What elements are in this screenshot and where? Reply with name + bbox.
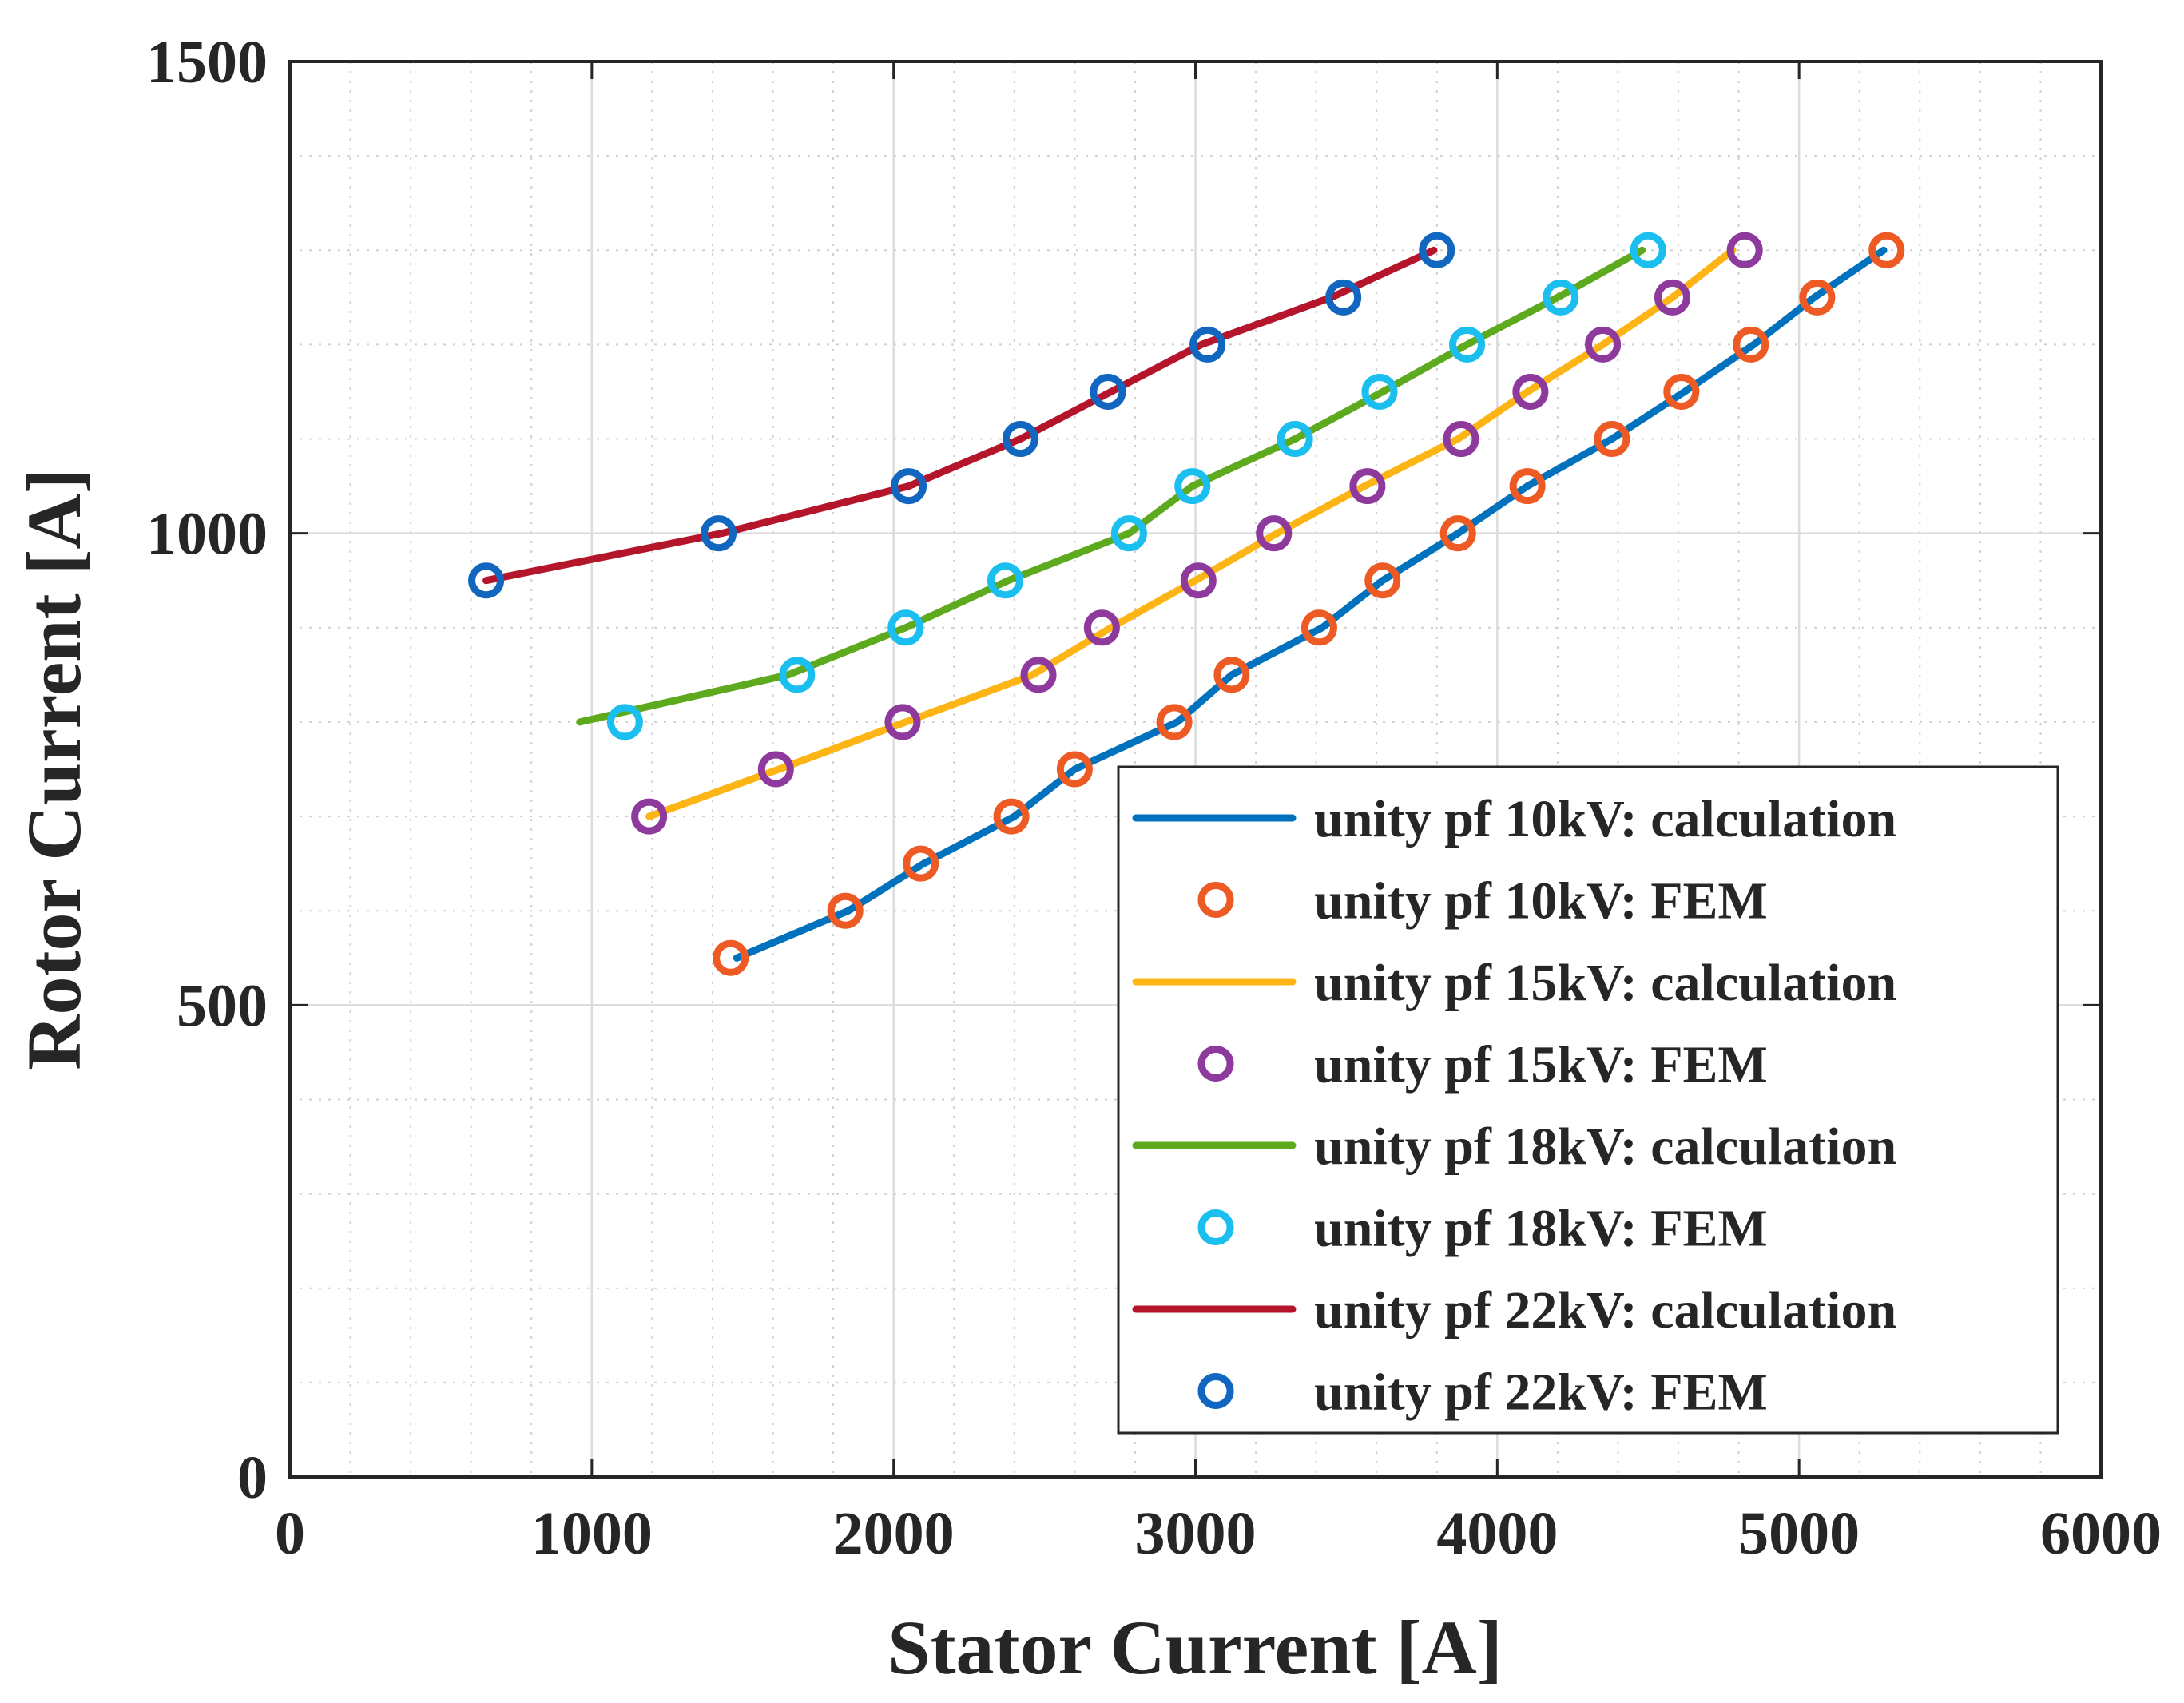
legend-label: unity pf 18kV: FEM [1314,1200,1768,1258]
series-line [576,246,1646,726]
x-tick-label: 4000 [1436,1500,1558,1567]
data-point-marker [1512,373,1549,410]
legend-entry: unity pf 15kV: calculation [1132,954,1896,1012]
data-point-marker [1361,373,1398,410]
x-tick-label: 6000 [2040,1500,2162,1567]
series-line [482,246,1438,585]
x-tick-label: 3000 [1135,1500,1257,1567]
series-line [645,246,1737,820]
y-tick-label: 500 [177,972,268,1039]
data-point-marker [1110,515,1147,552]
data-point-marker [1213,657,1250,693]
data-point-marker [1277,421,1313,458]
series-unity-pf-22kv-fem [468,232,1455,599]
y-tick-label: 1500 [146,29,268,96]
data-point-marker [606,704,643,740]
data-point-marker [1585,326,1622,363]
legend-entry: unity pf 22kV: calculation [1132,1281,1896,1340]
data-point-marker [1156,704,1193,740]
legend-entry: unity pf 15kV: FEM [1197,1036,1768,1094]
data-point-marker [1868,232,1905,268]
series-unity-pf-10kv-fem [713,232,1905,976]
legend-label: unity pf 15kV: calculation [1314,954,1896,1012]
data-point-marker [779,657,816,693]
legend-entry: unity pf 18kV: FEM [1197,1200,1768,1258]
data-point-marker [1799,279,1836,316]
data-point-marker [1594,421,1630,458]
data-point-marker [1726,232,1763,268]
data-point-marker [1083,609,1120,646]
axis-ticks: 0 1000 2000 3000 4000 5000 6000 0 500 1000 1500 [146,29,2162,1567]
data-point-marker [1449,326,1486,363]
data-point-marker [1189,326,1226,363]
data-point-marker [1364,562,1401,599]
data-point-marker [1630,232,1666,268]
legend-entry: unity pf 18kV: calculation [1132,1117,1896,1176]
x-tick-label: 0 [275,1500,305,1567]
data-point-marker [891,468,927,505]
legend-entry: unity pf 22kV: FEM [1197,1364,1768,1422]
data-point-marker [1020,657,1057,693]
data-point-marker [1325,279,1362,316]
legend-entry: unity pf 10kV: calculation [1132,790,1896,848]
legend-marker-swatch [1197,1046,1234,1082]
data-point-marker [1509,468,1546,505]
data-point-marker [713,939,749,976]
data-point-marker [1174,468,1211,505]
data-point-marker [1543,279,1579,316]
data-point-marker [827,892,864,929]
data-point-marker [1256,515,1293,552]
legend-box [1117,765,2059,1435]
data-point-marker [1002,421,1038,458]
legend-label: unity pf 18kV: calculation [1314,1117,1896,1176]
series-layer [468,232,1905,976]
x-tick-label: 5000 [1738,1500,1860,1567]
series-unity-pf-10kv-calculation [733,246,1888,962]
series-unity-pf-15kv-fem [631,232,1763,835]
x-axis-title: Stator Current [A] [887,1605,1503,1690]
data-point-marker [1654,279,1690,316]
y-tick-label: 1000 [146,501,268,568]
data-point-marker [987,562,1023,599]
legend-label: unity pf 10kV: calculation [1314,790,1896,848]
data-point-marker [993,798,1030,835]
series-line [733,246,1888,962]
y-axis-title: Rotor Current [A] [11,468,97,1070]
data-point-marker [1090,373,1126,410]
series-unity-pf-18kv-fem [606,232,1666,740]
data-point-marker [1663,373,1700,410]
data-point-marker [1180,562,1217,599]
legend-marker-swatch [1197,1209,1234,1245]
legend-marker-swatch [1197,1373,1234,1409]
legend-label: unity pf 10kV: FEM [1314,872,1768,931]
data-point-marker [903,845,939,882]
data-point-marker [757,751,794,788]
legend-entry: unity pf 10kV: FEM [1197,872,1768,931]
data-point-marker [1349,468,1386,505]
legend-marker-swatch [1197,882,1234,918]
series-unity-pf-15kv-calculation [645,246,1737,820]
data-point-marker [884,704,921,740]
legend: unity pf 10kV: calculation unity pf 10kV:… [1117,765,2059,1435]
data-point-marker [887,609,924,646]
data-point-marker [1056,751,1093,788]
legend-label: unity pf 15kV: FEM [1314,1036,1768,1094]
data-point-marker [1419,232,1455,268]
series-unity-pf-22kv-calculation [482,246,1438,585]
legend-label: unity pf 22kV: FEM [1314,1364,1768,1422]
legend-label: unity pf 22kV: calculation [1314,1281,1896,1340]
data-point-marker [1733,326,1769,363]
x-tick-label: 1000 [531,1500,653,1567]
data-point-marker [1439,515,1476,552]
y-tick-label: 0 [237,1444,268,1511]
data-point-marker [701,515,737,552]
data-point-marker [631,798,668,835]
x-tick-label: 2000 [833,1500,955,1567]
data-point-marker [468,562,505,599]
data-point-marker [1443,421,1479,458]
series-unity-pf-18kv-calculation [576,246,1646,726]
data-point-marker [1300,609,1337,646]
